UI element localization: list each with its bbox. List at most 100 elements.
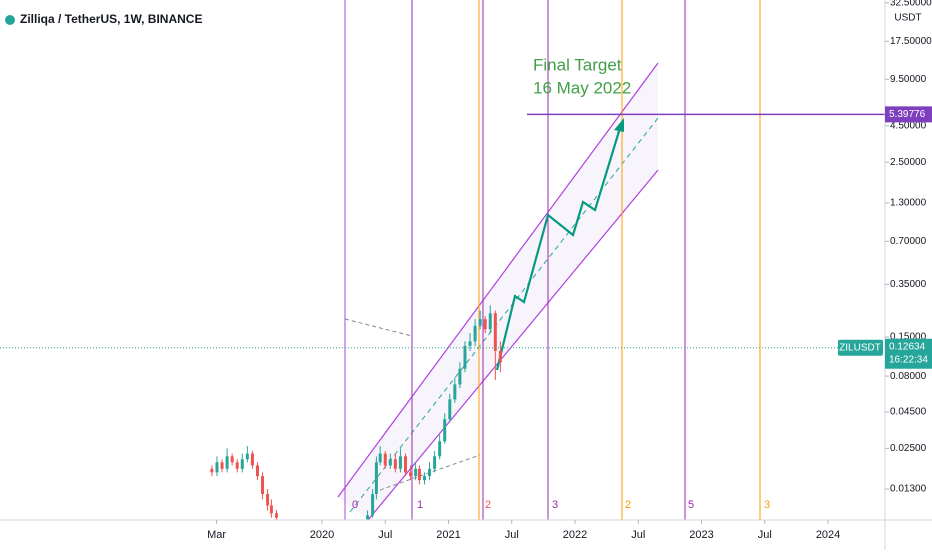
candle-body — [250, 453, 254, 466]
candle-body — [393, 459, 397, 469]
price-axis — [885, 0, 932, 550]
y-tick-label: 0.08000 — [890, 371, 927, 382]
candle-body — [255, 465, 259, 477]
x-tick-label: 2024 — [816, 529, 840, 541]
candle-body — [220, 462, 224, 469]
candle-body — [274, 513, 278, 518]
candle-body — [409, 472, 413, 477]
candle-body — [458, 368, 462, 385]
candle-body — [433, 456, 437, 469]
x-tick-label: 2020 — [310, 529, 334, 541]
cycle-label: 2 — [625, 499, 631, 511]
candle-body — [371, 494, 375, 516]
candle-body — [443, 419, 447, 442]
countdown-label: 16:22:34 — [889, 354, 928, 365]
channel-fill — [338, 63, 658, 520]
x-tick-label: 2022 — [563, 529, 587, 541]
cycle-label: 1 — [417, 499, 423, 511]
candle-body — [414, 468, 418, 477]
candle-body — [245, 453, 249, 460]
candle-body — [422, 476, 426, 481]
candle-body — [417, 468, 421, 481]
candle-body — [240, 459, 244, 469]
y-tick-label: 0.02500 — [890, 443, 927, 454]
projection-path — [495, 127, 622, 371]
x-tick-label: 2021 — [436, 529, 460, 541]
candle-body — [266, 494, 270, 506]
cycle-label: 3 — [764, 499, 770, 511]
candle-body — [428, 468, 432, 477]
currency: USDT — [894, 13, 921, 24]
candle-body — [383, 453, 387, 466]
candle-body — [478, 319, 482, 326]
x-tick-label: Jul — [505, 529, 519, 541]
candle-body — [483, 319, 487, 330]
x-tick-label: Mar — [207, 529, 226, 541]
candle-body — [488, 313, 492, 330]
candle-body — [463, 345, 467, 369]
candle-body — [215, 462, 219, 473]
candle-body — [448, 399, 452, 420]
candle-body — [261, 476, 265, 495]
channel-mid — [349, 117, 659, 513]
cycle-label: 0 — [352, 499, 358, 511]
candle-body — [366, 515, 370, 520]
y-tick-label: 32.50000 — [890, 0, 932, 8]
candle-body — [398, 456, 402, 469]
candle-body — [374, 462, 378, 495]
y-tick-label: 17.50000 — [890, 36, 932, 47]
candle-body — [225, 456, 229, 469]
channel-lower — [367, 169, 659, 520]
last-price-label: 0.12634 — [889, 341, 926, 352]
x-tick-label: Jul — [758, 529, 772, 541]
cycle-label: 2 — [485, 499, 491, 511]
y-tick-label: 0.15000 — [890, 332, 927, 343]
candle-body — [378, 453, 382, 463]
channel-upper — [337, 62, 659, 498]
levels — [0, 113, 885, 349]
chart-title: Zilliqa / TetherUS, 1W, BINANCE — [20, 12, 202, 26]
x-axis: Mar 2020 Jul 2021 Jul 2022 Jul 2023 Jul 2024 — [207, 520, 840, 541]
candle-body — [453, 384, 457, 400]
y-tick-label: 0.70000 — [890, 236, 927, 247]
price-tags: 5.39776 ZILUSDT 0.12634 16:22:34 — [838, 106, 932, 369]
candle-body — [235, 462, 239, 469]
symbol-tag-label: ZILUSDT — [839, 342, 881, 353]
candle-body — [403, 456, 407, 473]
drawings — [337, 0, 761, 520]
y-tick-label: 0.04500 — [890, 407, 927, 418]
x-tick-label: Jul — [378, 529, 392, 541]
y-tick-label: 9.50000 — [890, 74, 927, 85]
candle-body — [468, 341, 472, 346]
trend-dash — [344, 318, 413, 337]
annotation: 16 May 2022 — [533, 78, 631, 97]
candles — [210, 305, 502, 520]
symbol-tag — [838, 339, 883, 356]
candle-body — [473, 325, 477, 342]
candle-body — [388, 459, 392, 466]
annotation: Final Target — [533, 55, 622, 74]
x-tick-label: 2023 — [689, 529, 713, 541]
candle-body — [493, 313, 497, 351]
candle-body — [210, 468, 214, 473]
candle-body — [498, 350, 502, 363]
currency-box — [887, 10, 927, 28]
y-tick-label: 0.35000 — [890, 279, 927, 290]
last-price-tag — [885, 338, 932, 369]
target-tag — [885, 106, 932, 123]
y-tick-label: 0.01300 — [890, 484, 927, 495]
candle-body — [230, 456, 234, 463]
x-tick-label: Jul — [631, 529, 645, 541]
cycle-label: 5 — [688, 499, 694, 511]
y-tick-label: 1.30000 — [890, 197, 927, 208]
symbol-icon — [5, 15, 15, 25]
projection-arrow — [614, 118, 624, 132]
cycle-label: 3 — [552, 499, 558, 511]
candle-body — [438, 441, 442, 457]
y-tick-label: 2.50000 — [890, 157, 927, 168]
candle-body — [269, 505, 273, 514]
y-tick-label: 4.50000 — [890, 120, 927, 131]
y-axis: 32.50000 17.50000 9.50000 4.50000 2.50000 1.3… — [885, 0, 932, 495]
target-tag-label: 5.39776 — [889, 109, 926, 120]
